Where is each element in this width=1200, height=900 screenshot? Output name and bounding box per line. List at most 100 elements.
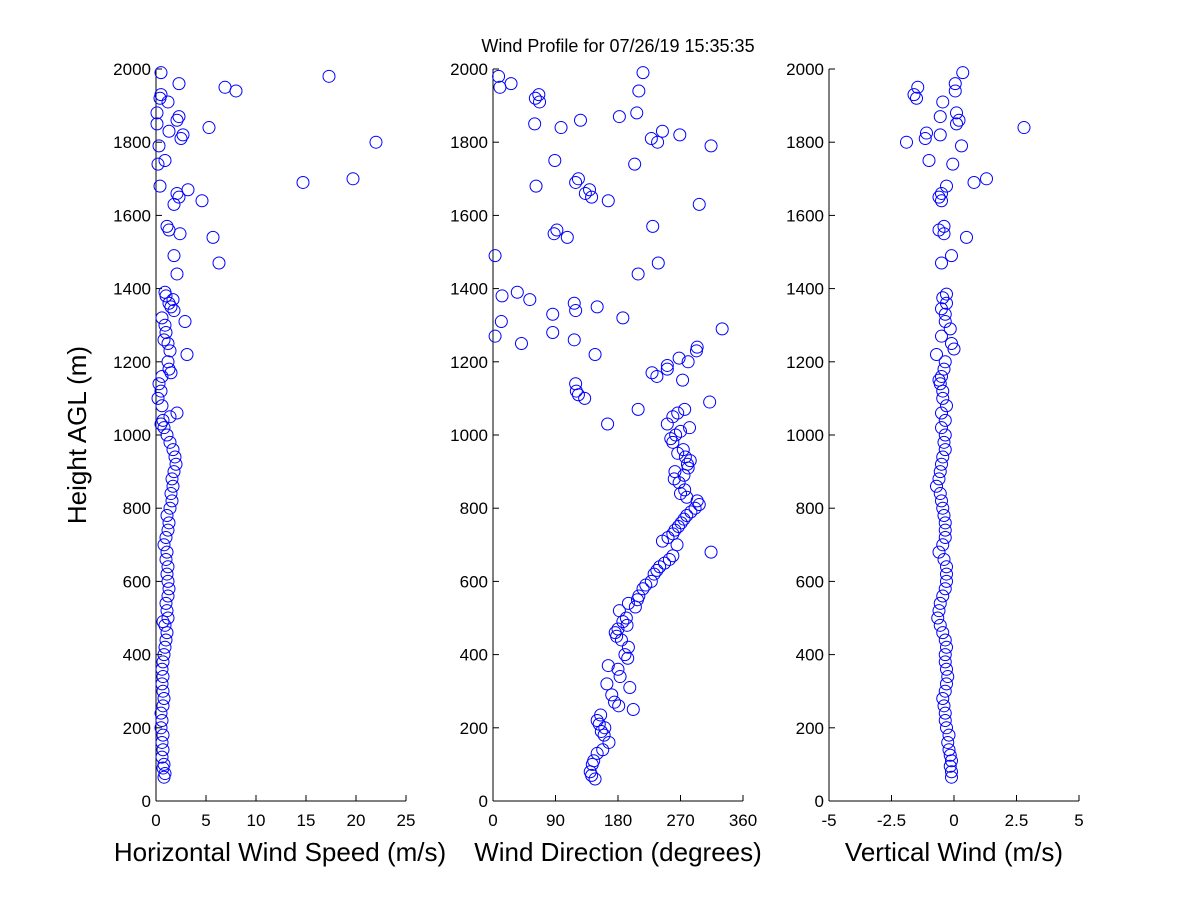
data-point	[156, 670, 170, 684]
x-tick-label: 5	[201, 811, 210, 830]
data-point	[660, 358, 674, 372]
data-point	[938, 428, 952, 442]
data-point	[940, 721, 953, 735]
data-point	[613, 670, 627, 684]
data-point	[631, 267, 645, 281]
x-tick-label: 10	[247, 811, 266, 830]
data-point	[574, 113, 587, 127]
data-point	[918, 132, 932, 146]
data-point	[667, 472, 681, 486]
data-point	[155, 399, 169, 413]
x-tick-label: 270	[666, 811, 694, 830]
data-point	[602, 735, 616, 749]
data-point	[922, 154, 936, 167]
data-point	[937, 362, 951, 376]
data-point	[935, 256, 948, 270]
data-point	[704, 139, 718, 153]
data-point	[155, 662, 169, 676]
data-point	[173, 227, 187, 241]
data-point	[644, 132, 658, 146]
x-tick-label: 360	[729, 811, 757, 830]
data-point	[674, 487, 687, 501]
data-point	[940, 560, 953, 574]
data-point	[937, 509, 951, 523]
data-point	[157, 333, 171, 347]
data-point	[165, 472, 179, 486]
data-point	[594, 708, 608, 722]
data-point	[680, 509, 694, 523]
data-point	[202, 121, 216, 135]
data-point	[935, 369, 948, 383]
data-point	[160, 428, 174, 442]
data-point	[163, 410, 177, 424]
data-point	[690, 340, 704, 354]
y-tick-label: 600	[460, 572, 488, 591]
y-tick-label: 200	[796, 719, 824, 738]
data-point	[688, 501, 702, 515]
data-point	[935, 421, 948, 435]
data-point	[158, 318, 172, 332]
figure-title: Wind Profile for 07/26/19 15:35:35	[481, 36, 754, 56]
data-point	[601, 194, 615, 208]
data-point	[601, 417, 615, 431]
x-tick-label: 180	[604, 811, 632, 830]
x-tick-label: 15	[297, 811, 316, 830]
data-point	[623, 681, 637, 695]
data-point	[494, 315, 508, 329]
data-point	[619, 611, 633, 625]
data-point	[178, 315, 192, 329]
data-point	[161, 560, 175, 574]
data-point	[605, 688, 619, 702]
data-point	[571, 172, 585, 186]
data-point	[546, 326, 560, 340]
data-point	[660, 362, 674, 376]
data-point	[154, 384, 168, 398]
data-point	[161, 337, 175, 350]
data-point	[937, 552, 951, 566]
data-point	[569, 384, 583, 398]
data-point	[955, 139, 968, 153]
data-point	[592, 717, 606, 731]
data-point	[159, 633, 173, 647]
data-point	[668, 523, 682, 537]
data-point	[157, 421, 171, 435]
x-tick-label: 0	[488, 811, 497, 830]
y-tick-label: 1400	[450, 280, 488, 299]
data-point	[369, 135, 383, 149]
data-point	[932, 545, 946, 559]
vertical-wind-panel: 0 200 400 600 800 1000 1200 1400 1600 1800 2000 -5 -…	[786, 60, 1084, 867]
data-point	[662, 552, 676, 566]
data-point	[960, 230, 973, 244]
data-point	[180, 347, 194, 361]
data-point	[151, 157, 165, 171]
data-point	[947, 342, 961, 356]
y-tick-label: 0	[479, 792, 488, 811]
data-point	[920, 126, 933, 140]
data-point	[548, 154, 562, 167]
data-point	[163, 501, 177, 515]
data-point	[910, 91, 923, 105]
data-point	[692, 498, 706, 512]
data-point	[950, 106, 963, 120]
data-point	[935, 457, 948, 471]
y-tick-label: 1200	[450, 353, 488, 372]
data-point	[936, 450, 950, 464]
data-point	[678, 402, 692, 416]
data-point	[206, 230, 220, 244]
data-point	[943, 748, 957, 762]
data-point	[181, 183, 195, 197]
wind-direction-x-axis-label: Wind Direction (degrees)	[474, 837, 762, 867]
data-point	[692, 197, 706, 211]
data-point	[166, 293, 180, 307]
data-point	[911, 80, 925, 94]
data-point	[569, 175, 583, 189]
data-point	[161, 523, 175, 537]
data-point	[212, 256, 226, 270]
data-point	[967, 175, 981, 189]
data-point	[164, 487, 178, 501]
data-point	[155, 311, 169, 325]
data-point	[160, 567, 174, 581]
data-point	[932, 604, 946, 618]
data-point	[510, 285, 524, 299]
data-point	[176, 128, 190, 142]
